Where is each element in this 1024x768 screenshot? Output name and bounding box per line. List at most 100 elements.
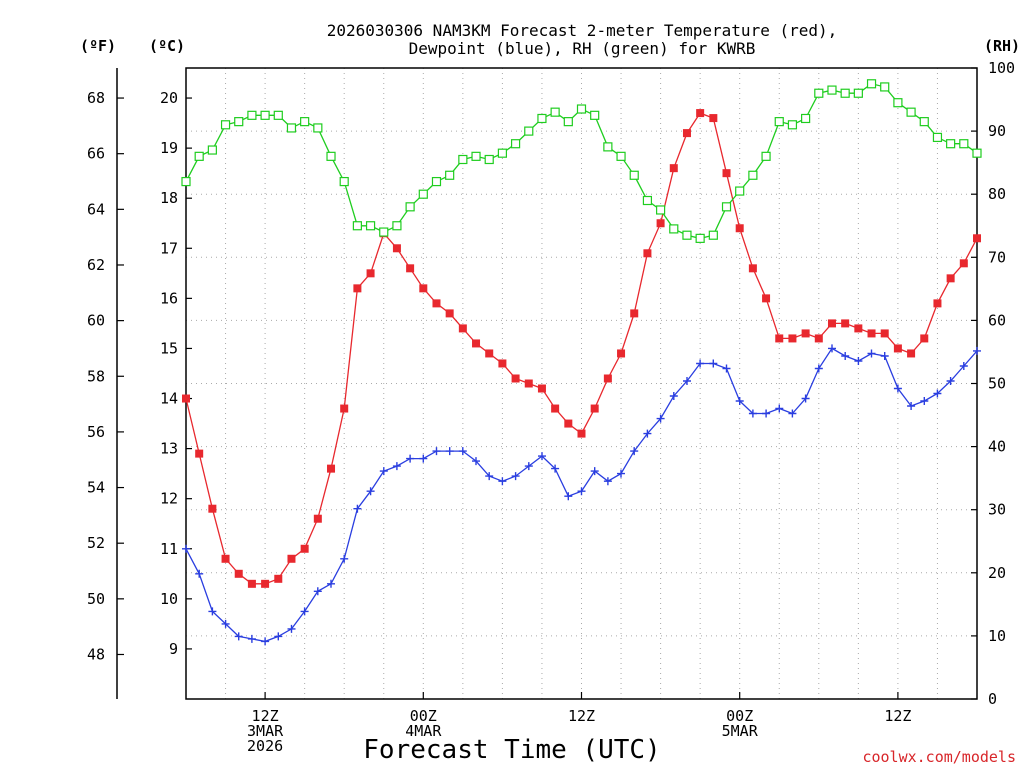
temperature-point <box>247 579 256 588</box>
celsius-tick-label: 14 <box>160 390 178 408</box>
rh-point <box>735 186 745 196</box>
rh-point <box>932 132 943 143</box>
dewpoint-point <box>643 429 652 438</box>
dewpoint-point <box>551 464 560 473</box>
dewpoint-point <box>458 447 467 456</box>
dewpoint-point <box>775 404 784 413</box>
rh-point <box>194 151 204 161</box>
temperature-point <box>195 449 204 458</box>
temperature-point <box>208 504 217 513</box>
rh-point <box>379 227 389 237</box>
dewpoint-point <box>630 447 639 456</box>
temperature-point <box>775 334 784 343</box>
rh-point <box>352 221 362 231</box>
celsius-tick-label: 10 <box>160 590 178 608</box>
temperature-point <box>498 359 507 368</box>
dewpoint-point <box>524 462 533 471</box>
rh-point <box>431 176 442 187</box>
dewpoint-point <box>406 454 415 463</box>
rh-point <box>801 113 811 124</box>
rh-point <box>365 221 376 231</box>
temperature-point <box>419 284 428 293</box>
dewpoint-point <box>182 544 190 553</box>
rh-point <box>339 176 349 187</box>
celsius-tick-label: 9 <box>169 640 178 658</box>
rh-tick-label: 30 <box>988 501 1006 519</box>
temperature-point <box>577 429 586 438</box>
celsius-tick-label: 16 <box>160 289 178 307</box>
celsius-tick-label: 18 <box>160 189 178 207</box>
dewpoint-point <box>353 504 362 513</box>
time-tick-label: 12Z <box>568 707 595 725</box>
rh-tick-label: 20 <box>988 564 1006 582</box>
rh-point <box>313 123 323 133</box>
rh-point <box>787 120 798 130</box>
dewpoint-point <box>617 469 625 478</box>
rh-point <box>629 170 639 180</box>
temperature-point <box>392 244 401 253</box>
rh-point <box>458 154 468 165</box>
temperature-point <box>366 269 375 278</box>
temperature-point <box>353 284 362 293</box>
rh-point <box>418 189 428 199</box>
dewpoint-point <box>485 472 494 481</box>
rh-point <box>273 110 283 120</box>
fahrenheit-tick-label: 56 <box>87 423 105 441</box>
temperature-point <box>603 374 612 383</box>
dewpoint-series <box>182 344 981 646</box>
time-tick-label: 5MAR <box>722 722 759 740</box>
fahrenheit-tick-label: 58 <box>87 367 105 385</box>
temperature-point <box>973 234 981 243</box>
dewpoint-point <box>208 607 217 616</box>
rh-tick-label: 100 <box>988 59 1015 77</box>
dewpoint-point <box>287 624 296 633</box>
dewpoint-point <box>933 389 942 398</box>
temperature-point <box>511 374 520 383</box>
fahrenheit-tick-label: 64 <box>87 200 105 218</box>
dewpoint-point <box>498 477 507 486</box>
fahrenheit-tick-label: 52 <box>87 534 105 552</box>
dewpoint-point <box>907 402 916 410</box>
dewpoint-point <box>920 397 929 405</box>
rh-point <box>260 110 270 120</box>
celsius-tick-label: 20 <box>160 89 178 107</box>
rh-point <box>207 145 217 155</box>
temperature-point <box>959 259 968 268</box>
rh-point <box>721 202 732 212</box>
rh-point <box>853 88 863 98</box>
dewpoint-point <box>590 467 599 476</box>
temperature-point <box>880 329 889 338</box>
temperature-point <box>814 334 823 343</box>
temperature-point <box>643 249 652 258</box>
temperature-point <box>722 169 731 178</box>
dewpoint-point <box>195 569 204 578</box>
rh-point <box>972 148 982 158</box>
rh-point <box>669 224 679 234</box>
temperature-point <box>669 164 678 173</box>
temperature-point <box>340 404 349 413</box>
temperature-point <box>274 574 283 583</box>
dewpoint-point <box>419 454 428 463</box>
rh-point <box>774 117 784 127</box>
rh-axis: 0 10 20 30 40 50 60 70 80 90 100 <box>971 59 1015 708</box>
dewpoint-point <box>340 554 349 563</box>
fahrenheit-tick-label: 60 <box>87 312 105 330</box>
dewpoint-point <box>801 394 810 403</box>
rh-tick-label: 40 <box>988 438 1006 456</box>
rh-point <box>893 98 903 108</box>
celsius-tick-label: 19 <box>160 139 178 157</box>
temperature-point <box>327 464 336 473</box>
rh-tick-label: 0 <box>988 690 997 708</box>
rh-point <box>840 88 850 98</box>
rh-point <box>761 151 771 161</box>
rh-point <box>866 79 877 89</box>
time-tick-label: 12Z <box>252 707 279 725</box>
temperature-point <box>801 329 810 338</box>
fahrenheit-tick-label: 50 <box>87 590 105 608</box>
fahrenheit-tick-label: 48 <box>87 645 105 663</box>
rh-point <box>827 85 837 95</box>
dewpoint-point <box>327 579 335 588</box>
rh-point <box>484 154 494 165</box>
rh-point <box>510 139 521 149</box>
dewpoint-point <box>577 487 586 496</box>
